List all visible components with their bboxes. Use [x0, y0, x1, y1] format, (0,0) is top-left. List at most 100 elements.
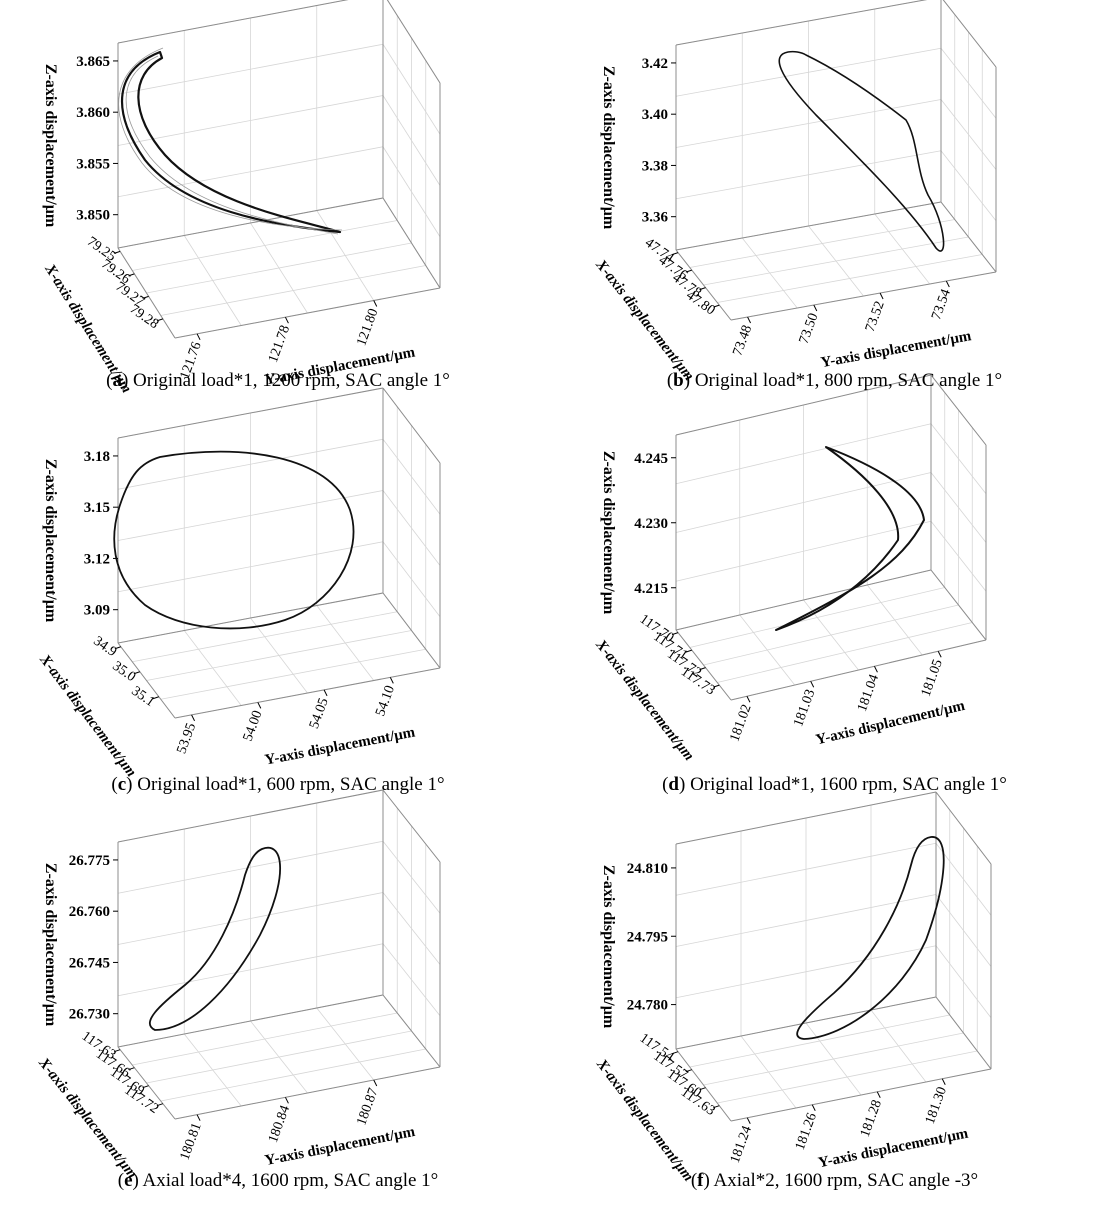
grid-line: [117, 840, 384, 894]
box-edge: [117, 0, 349, 44]
box-edge: [117, 247, 176, 339]
y-tick-mark: [876, 1091, 881, 1098]
grid-line: [316, 605, 375, 681]
grid-line: [160, 1048, 426, 1102]
z-ticks: 3.18 3.15 3.12 3.09: [84, 449, 118, 619]
chart-panel-e: 26.775 26.760 26.745 26.730 117.63 117.66 117.…: [0, 789, 556, 1182]
y-tick-label: 181.04: [855, 672, 882, 713]
box-edge: [117, 994, 384, 1048]
grid: [675, 791, 992, 1122]
caption-text: Axial*2, 1600 rpm, SAC angle -3°: [713, 1170, 979, 1191]
x-tick-mark: [699, 1087, 706, 1091]
caption-a: (a) Original load*1, 1200 rpm, SAC angle…: [106, 370, 450, 391]
y-tick-label: 181.24: [728, 1124, 755, 1165]
grid-line: [935, 843, 992, 916]
y-tick-mark: [284, 316, 289, 324]
box-edge: [730, 271, 997, 321]
x-tick-mark: [671, 252, 679, 256]
caption-letter: b: [673, 370, 684, 391]
box-edge: [382, 387, 441, 464]
y-tick-mark: [937, 651, 942, 658]
x-tick-mark: [156, 318, 164, 322]
grid-line: [250, 1020, 308, 1094]
chart-panel-b: 3.42 3.40 3.38 3.36 47.74 47.76 47.78 47.80 73.4…: [556, 0, 1113, 384]
box-edge: [382, 994, 441, 1068]
z-tick-label: 26.730: [69, 1007, 110, 1023]
frame: [675, 374, 987, 701]
grid-line: [717, 254, 983, 303]
z-tick-label: 3.855: [76, 156, 110, 172]
z-axis-title: Z-axis displacement/μm: [600, 865, 617, 1029]
y-tick-mark: [191, 714, 196, 722]
y-axis-title: Y-axis displacement/μm: [817, 1126, 970, 1172]
box-edge: [675, 249, 732, 321]
box-edge: [117, 789, 384, 843]
caption-text: Original load*1, 600 rpm, SAC angle 1°: [137, 774, 445, 795]
grid: [675, 0, 997, 321]
frame: [675, 791, 992, 1122]
y-tick-label: 181.28: [858, 1098, 885, 1139]
grid-line: [717, 1050, 978, 1104]
chart-svg: 24.810 24.795 24.780 117.54117.57117.60117.…: [593, 791, 992, 1185]
y-tick-mark: [373, 300, 378, 307]
z-tick-label: 4.215: [634, 581, 668, 597]
orbit-trace: [775, 446, 925, 631]
box-edge: [382, 789, 441, 863]
grid-line: [160, 265, 426, 316]
box-edge: [675, 0, 928, 46]
chart-svg: 3.18 3.15 3.12 3.09 34.935.035.1 53.95 54.00 54…: [36, 387, 441, 780]
orbit-trace-ghost: [125, 55, 339, 235]
box-edge: [675, 791, 937, 845]
y-axis-title: Y-axis displacement/μm: [814, 698, 967, 749]
z-axis-title: Z-axis displacement/μm: [42, 459, 59, 623]
grid-line: [675, 842, 937, 896]
caption-letter: f: [697, 1170, 704, 1191]
grid-line: [870, 1009, 927, 1083]
y-tick-label: 180.84: [266, 1104, 293, 1145]
x-tick-label: 34.9: [90, 634, 119, 660]
x-tick-label: 79.28: [127, 302, 161, 332]
chart-svg: 3.865 3.860 3.855 3.850 79.2579.2679.2779.28…: [41, 0, 441, 396]
box-edge: [730, 1068, 992, 1122]
z-tick-label: 3.18: [84, 449, 110, 465]
box-edge: [386, 0, 441, 84]
x-ticks: 34.935.035.1: [90, 634, 160, 710]
x-tick-mark: [142, 295, 149, 299]
y-tick-mark: [746, 1117, 751, 1124]
grid-line: [717, 622, 973, 683]
z-ticks: 24.810 24.795 24.780: [627, 861, 676, 1014]
z-tick-label: 4.230: [634, 516, 668, 532]
x-tick-mark: [685, 269, 692, 273]
grid-line: [250, 222, 308, 314]
y-tick-mark: [810, 681, 815, 688]
y-tick-mark: [879, 292, 884, 300]
y-tick-label: 181.02: [727, 702, 754, 743]
y-tick-label: 73.50: [797, 311, 822, 346]
z-tick-label: 24.795: [627, 929, 668, 945]
z-tick-label: 3.860: [76, 105, 110, 121]
z-tick-label: 26.760: [69, 904, 110, 920]
x-tick-mark: [152, 696, 160, 700]
box-edge: [730, 639, 987, 701]
caption-letter: e: [124, 1170, 133, 1191]
grid-line: [940, 48, 997, 119]
box-edge: [675, 1048, 732, 1122]
box-edge: [675, 996, 937, 1050]
x-tick-mark: [685, 1069, 692, 1073]
y-tick-mark: [323, 689, 328, 697]
x-tick-mark: [114, 646, 122, 650]
caption-d: (d) Original load*1, 1600 rpm, SAC angle…: [662, 774, 1007, 795]
caption-text: Original load*1, 1200 rpm, SAC angle 1°: [133, 370, 450, 391]
frame: [117, 0, 441, 339]
orbit-trace-ghost: [118, 47, 343, 231]
caption-b: (b) Original load*1, 800 rpm, SAC angle …: [666, 370, 1003, 391]
y-axis-title: Y-axis displacement/μm: [264, 724, 417, 768]
grid-line: [117, 43, 384, 95]
z-tick-label: 3.38: [642, 158, 668, 174]
frame: [675, 0, 997, 321]
z-axis-title: Z-axis displacement/μm: [42, 863, 59, 1027]
z-tick-label: 3.12: [84, 551, 110, 567]
